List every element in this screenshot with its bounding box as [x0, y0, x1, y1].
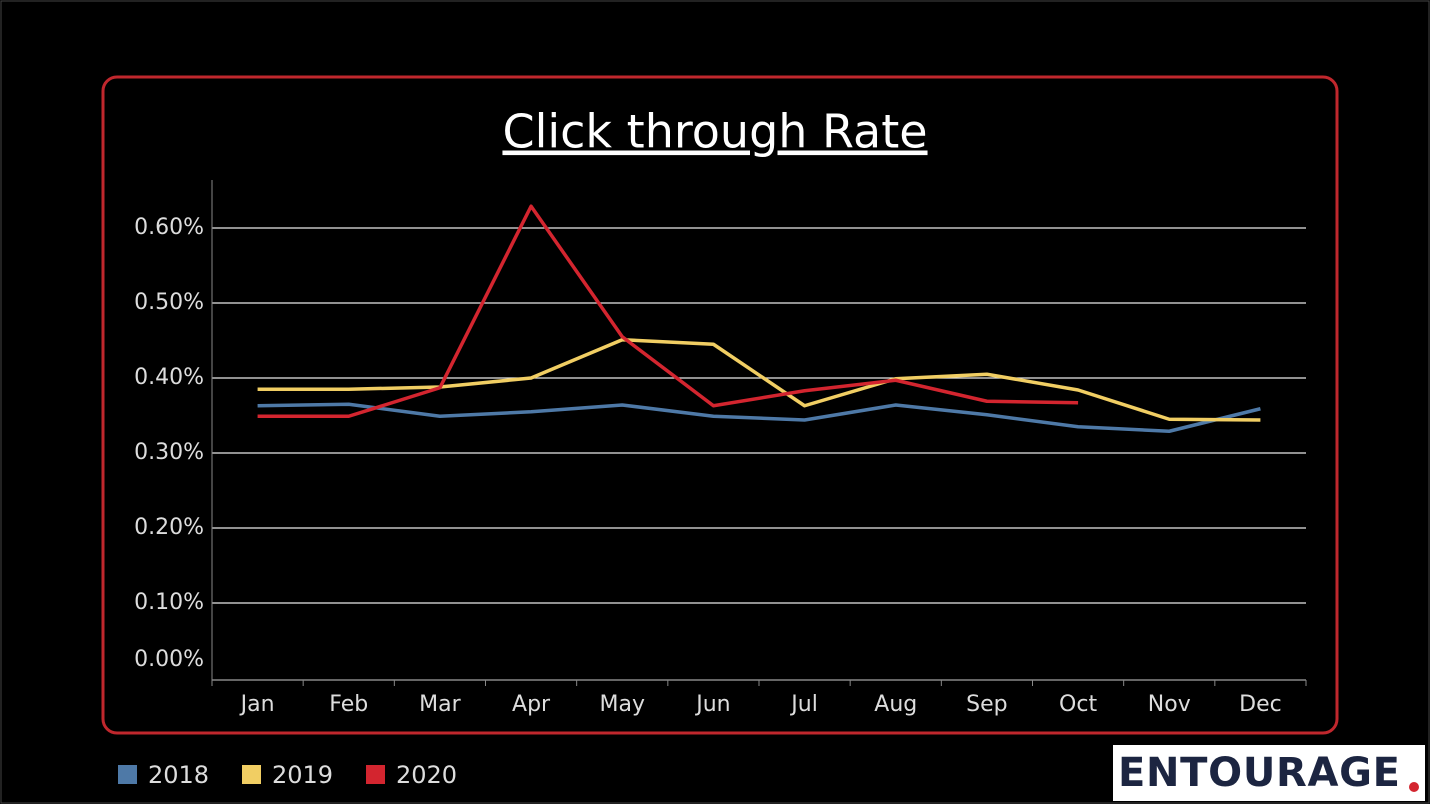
- x-tick-label: Feb: [329, 692, 368, 717]
- logo: ENTOURAGE: [1118, 750, 1400, 796]
- x-tick-label: Nov: [1148, 692, 1191, 717]
- x-tick-label: Apr: [512, 692, 551, 717]
- legend-label: 2019: [272, 761, 333, 789]
- x-tick-label: Aug: [874, 692, 917, 717]
- x-tick-label: Sep: [966, 692, 1007, 717]
- logo-dot: [1409, 782, 1419, 792]
- y-tick-label: 0.00%: [134, 647, 204, 672]
- x-tick-label: Mar: [419, 692, 461, 717]
- x-tick-label: May: [600, 692, 645, 717]
- y-tick-label: 0.10%: [134, 590, 204, 615]
- y-tick-label: 0.20%: [134, 515, 204, 540]
- x-tick-label: Jul: [789, 692, 818, 717]
- legend-label: 2018: [148, 761, 209, 789]
- series-line: [257, 338, 1261, 422]
- legend-swatch: [242, 765, 261, 784]
- chart-title: Click through Rate: [502, 105, 927, 159]
- x-tick-label: Dec: [1239, 692, 1282, 717]
- y-tick-label: 0.30%: [134, 440, 204, 465]
- legend-swatch: [366, 765, 385, 784]
- x-tick-label: Jun: [694, 692, 730, 717]
- logo-box: [1113, 745, 1425, 801]
- frame: [101, 75, 1339, 735]
- x-tick-label: Jan: [239, 692, 275, 717]
- legend-swatch: [118, 765, 137, 784]
- x-tick-label: Oct: [1059, 692, 1097, 717]
- series-line: [257, 402, 1261, 433]
- y-tick-label: 0.50%: [134, 290, 204, 315]
- legend-label: 2020: [396, 761, 457, 789]
- y-tick-label: 0.60%: [134, 215, 204, 240]
- y-tick-label: 0.40%: [134, 365, 204, 390]
- series-line: [257, 204, 1079, 418]
